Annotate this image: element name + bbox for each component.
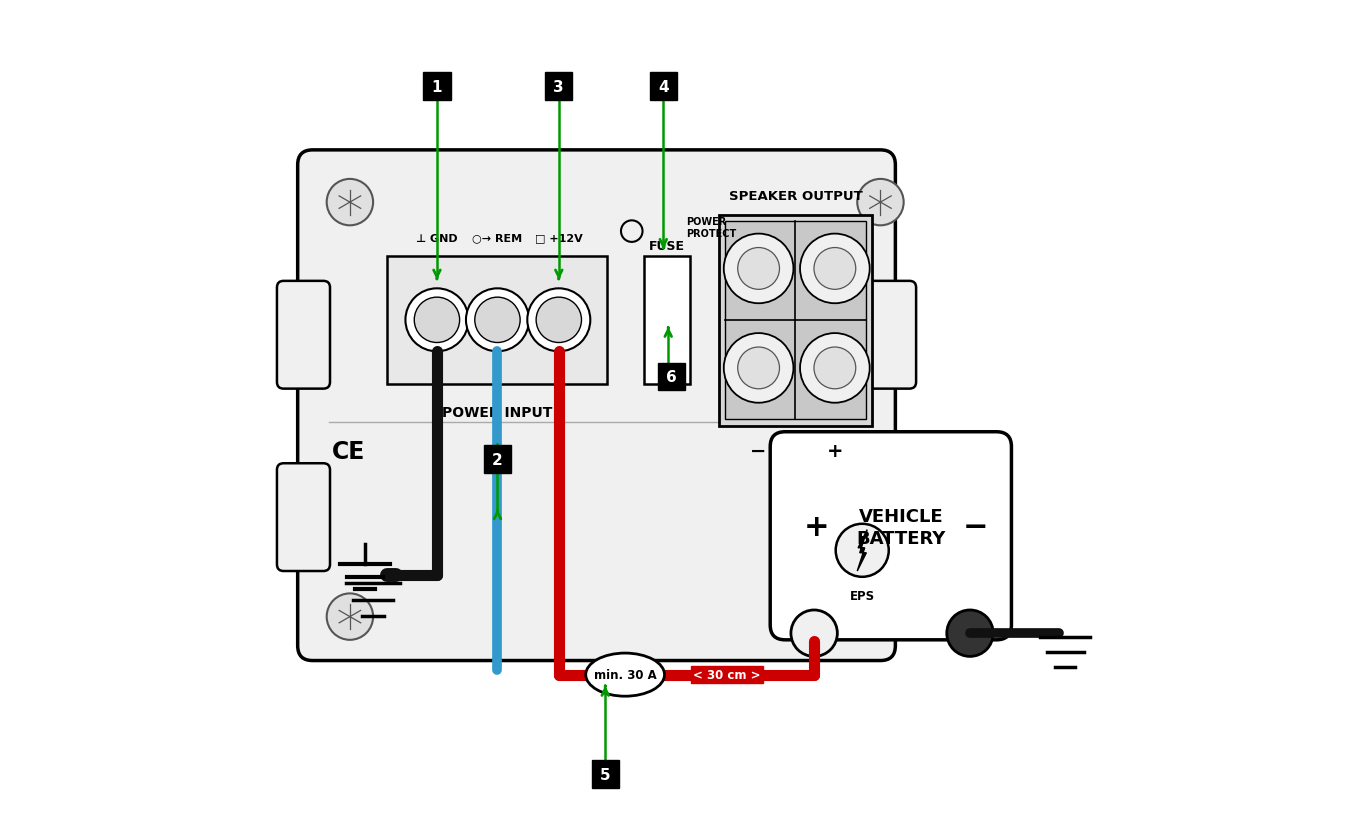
Circle shape xyxy=(536,298,582,343)
Circle shape xyxy=(947,610,994,657)
Text: 1: 1 xyxy=(432,79,442,94)
Circle shape xyxy=(527,289,590,352)
Circle shape xyxy=(466,289,529,352)
Text: −: − xyxy=(751,442,767,460)
Text: min. 30 A: min. 30 A xyxy=(594,668,657,681)
Circle shape xyxy=(800,334,870,403)
Circle shape xyxy=(814,248,856,290)
Ellipse shape xyxy=(586,653,665,696)
Circle shape xyxy=(622,221,642,243)
Text: CE: CE xyxy=(331,440,365,463)
Text: 6: 6 xyxy=(667,369,677,384)
Circle shape xyxy=(414,298,459,343)
FancyBboxPatch shape xyxy=(297,151,895,661)
Text: EPS: EPS xyxy=(849,590,875,603)
FancyBboxPatch shape xyxy=(650,74,677,100)
Polygon shape xyxy=(857,530,867,571)
Bar xyxy=(718,215,872,426)
FancyBboxPatch shape xyxy=(424,74,451,100)
FancyBboxPatch shape xyxy=(484,445,511,474)
Text: 5: 5 xyxy=(600,767,611,782)
FancyBboxPatch shape xyxy=(277,282,330,389)
FancyBboxPatch shape xyxy=(770,432,1011,640)
Circle shape xyxy=(857,180,904,226)
Circle shape xyxy=(737,348,780,389)
Circle shape xyxy=(405,289,469,352)
Text: ⊥ GND: ⊥ GND xyxy=(416,233,458,243)
Circle shape xyxy=(327,180,373,226)
Text: +: + xyxy=(804,513,830,542)
Circle shape xyxy=(857,594,904,640)
Text: POWER
PROTECT: POWER PROTECT xyxy=(686,217,736,238)
Text: 4: 4 xyxy=(658,79,669,94)
Circle shape xyxy=(474,298,521,343)
Text: 3: 3 xyxy=(553,79,564,94)
Circle shape xyxy=(724,234,793,304)
Circle shape xyxy=(800,234,870,304)
Circle shape xyxy=(836,524,889,577)
Circle shape xyxy=(791,610,837,657)
Text: FUSE: FUSE xyxy=(649,239,686,253)
FancyBboxPatch shape xyxy=(658,363,686,390)
Text: ○→ REM: ○→ REM xyxy=(473,233,522,243)
FancyBboxPatch shape xyxy=(863,282,916,389)
Text: VEHICLE
BATTERY: VEHICLE BATTERY xyxy=(857,508,946,547)
FancyBboxPatch shape xyxy=(592,760,619,788)
Circle shape xyxy=(724,334,793,403)
Bar xyxy=(725,222,866,420)
Text: POWER INPUT: POWER INPUT xyxy=(442,406,552,420)
Bar xyxy=(645,257,690,385)
FancyBboxPatch shape xyxy=(545,74,572,100)
Text: +: + xyxy=(826,442,844,460)
Text: < 30 cm >: < 30 cm > xyxy=(694,668,761,681)
FancyBboxPatch shape xyxy=(863,464,916,571)
Text: □ +12V: □ +12V xyxy=(534,233,583,243)
Text: −: − xyxy=(964,513,988,542)
Text: 2: 2 xyxy=(492,452,503,467)
FancyBboxPatch shape xyxy=(277,464,330,571)
Circle shape xyxy=(327,594,373,640)
Text: SPEAKER OUTPUT: SPEAKER OUTPUT xyxy=(729,190,863,203)
Bar xyxy=(387,257,607,385)
Circle shape xyxy=(737,248,780,290)
Circle shape xyxy=(814,348,856,389)
